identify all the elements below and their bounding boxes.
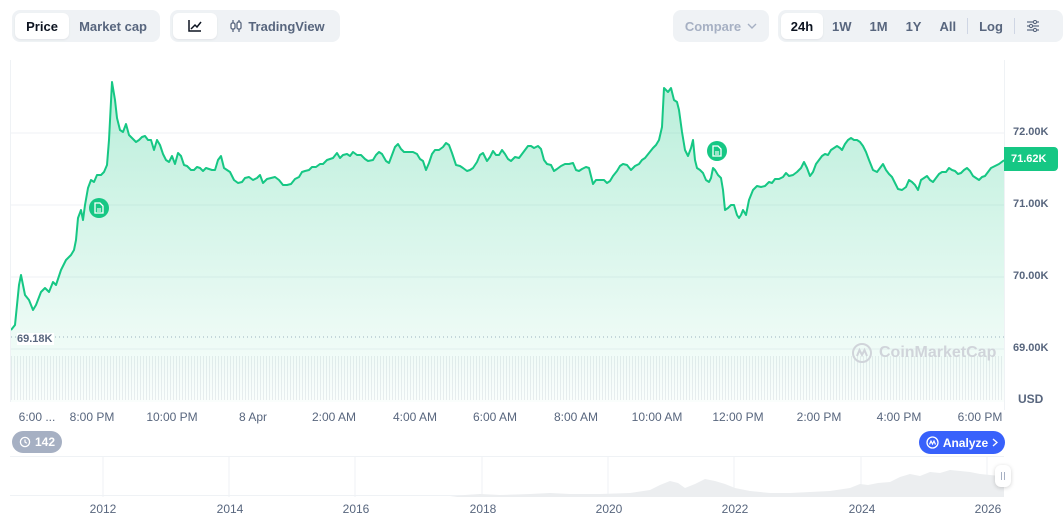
sliders-icon bbox=[1026, 20, 1039, 32]
x-tick: 6:00 PM bbox=[957, 410, 1003, 424]
line-chart-icon bbox=[188, 20, 202, 32]
price-line bbox=[11, 81, 1005, 331]
x-tick: 10:00 PM bbox=[146, 410, 198, 424]
y-axis: 72.00K 71.00K 70.00K 69.00K bbox=[1004, 60, 1064, 410]
chart-type-toggle: Price Market cap bbox=[12, 10, 160, 42]
divider bbox=[967, 18, 969, 34]
chevron-right-icon bbox=[992, 438, 999, 447]
watermark-text: CoinMarketCap bbox=[879, 344, 997, 361]
coinmarketcap-watermark: CoinMarketCap bbox=[851, 342, 996, 364]
min-price-label: 69.18K bbox=[17, 333, 55, 345]
current-price-badge: 71.62K bbox=[1004, 147, 1058, 171]
history-icon bbox=[19, 436, 31, 448]
range-24h[interactable]: 24h bbox=[781, 13, 823, 39]
document-icon bbox=[712, 145, 722, 157]
x-tick: 8:00 AM bbox=[553, 410, 599, 424]
compare-dropdown[interactable]: Compare bbox=[673, 10, 769, 42]
divider bbox=[1013, 18, 1015, 34]
price-area bbox=[11, 82, 1005, 402]
x-tick: 6:00 ... bbox=[18, 410, 56, 424]
y-tick: 69.00K bbox=[1013, 342, 1049, 354]
nav-tick: 2012 bbox=[89, 502, 117, 516]
news-marker[interactable] bbox=[89, 198, 109, 218]
nav-tick: 2014 bbox=[216, 502, 244, 516]
x-tick: 4:00 PM bbox=[876, 410, 922, 424]
chart-view-toggle: TradingView bbox=[170, 10, 340, 42]
nav-tick: 2018 bbox=[469, 502, 497, 516]
x-tick: 4:00 AM bbox=[392, 410, 438, 424]
tradingview-button[interactable]: TradingView bbox=[217, 13, 337, 39]
y-tick: 71.00K bbox=[1013, 198, 1049, 210]
x-tick: 10:00 AM bbox=[631, 410, 683, 424]
nav-tick: 2022 bbox=[721, 502, 749, 516]
nav-tick: 2024 bbox=[848, 502, 876, 516]
grip-icon bbox=[1001, 472, 1005, 480]
currency-label: USD bbox=[1018, 392, 1044, 406]
cmc-logo-icon bbox=[852, 343, 872, 363]
navigator-x-axis: 2012 2014 2016 2018 2020 2022 2024 2026 bbox=[0, 502, 1064, 516]
x-tick: 8:00 PM bbox=[69, 410, 115, 424]
range-1m[interactable]: 1M bbox=[869, 18, 888, 34]
nav-tick: 2020 bbox=[595, 502, 623, 516]
chevron-down-icon bbox=[747, 23, 757, 29]
compare-label: Compare bbox=[684, 18, 742, 34]
navigator-svg bbox=[10, 457, 1004, 497]
range-all[interactable]: All bbox=[939, 18, 957, 34]
chart-settings-button[interactable] bbox=[1017, 13, 1049, 39]
range-1w[interactable]: 1W bbox=[832, 18, 852, 34]
line-chart-button[interactable] bbox=[173, 13, 217, 39]
history-button[interactable]: 142 bbox=[12, 431, 62, 453]
chart-toolbar: Price Market cap TradingView Compare 24h… bbox=[0, 10, 1064, 42]
tab-price[interactable]: Price bbox=[15, 13, 70, 39]
x-axis: 6:00 ... 8:00 PM 10:00 PM 8 Apr 2:00 AM … bbox=[0, 410, 1010, 424]
nav-tick: 2016 bbox=[342, 502, 370, 516]
y-tick: 70.00K bbox=[1013, 270, 1049, 282]
range-1y[interactable]: 1Y bbox=[905, 18, 922, 34]
document-icon bbox=[94, 202, 104, 214]
tab-market-cap[interactable]: Market cap bbox=[79, 18, 147, 34]
tradingview-label: TradingView bbox=[248, 18, 325, 34]
x-tick: 8 Apr bbox=[238, 410, 268, 424]
candlestick-icon bbox=[230, 20, 242, 32]
log-scale-button[interactable]: Log bbox=[979, 18, 1003, 34]
price-chart-svg bbox=[11, 81, 1005, 402]
navigator-area bbox=[10, 470, 1004, 497]
analyze-label: Analyze bbox=[942, 435, 989, 450]
nav-tick: 2026 bbox=[974, 502, 1002, 516]
navigator-handle[interactable] bbox=[995, 465, 1011, 487]
x-tick: 2:00 AM bbox=[311, 410, 357, 424]
y-tick: 72.00K bbox=[1013, 126, 1049, 138]
range-navigator[interactable] bbox=[10, 456, 1004, 497]
analyze-button[interactable]: Analyze bbox=[919, 431, 1005, 454]
ai-analyze-icon bbox=[926, 436, 939, 449]
news-marker[interactable] bbox=[707, 141, 727, 161]
x-tick: 12:00 PM bbox=[712, 410, 764, 424]
x-tick: 2:00 PM bbox=[796, 410, 842, 424]
time-range-toggle: 24h 1W 1M 1Y All Log bbox=[778, 10, 1063, 42]
price-chart[interactable] bbox=[10, 60, 1005, 402]
x-tick: 6:00 AM bbox=[472, 410, 518, 424]
history-count: 142 bbox=[34, 435, 56, 449]
